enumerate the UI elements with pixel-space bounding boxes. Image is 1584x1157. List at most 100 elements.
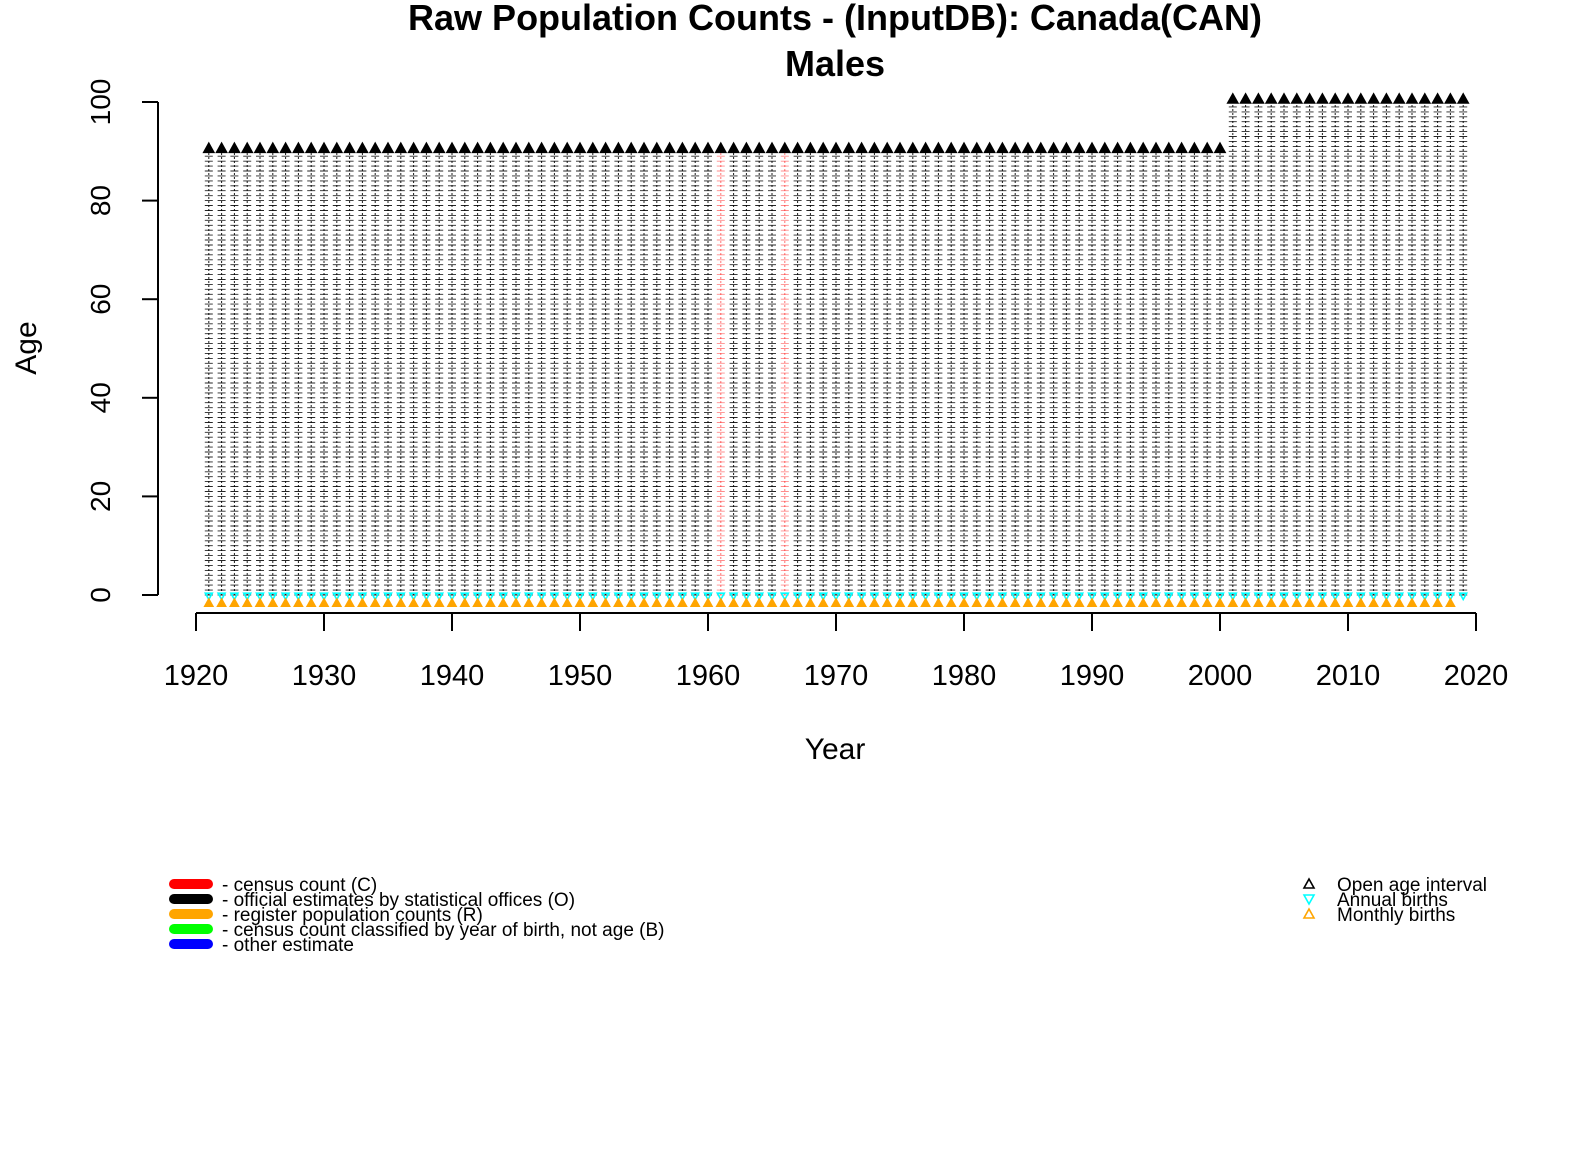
annual-births-marker-2014 <box>1394 592 1405 602</box>
year-column-1988 <box>1062 150 1071 596</box>
monthly-births-marker-1993 <box>1125 597 1136 608</box>
monthly-births-marker-1960 <box>702 597 714 608</box>
open-age-marker-1963 <box>740 141 753 154</box>
year-column-1965 <box>768 150 776 596</box>
annual-births-marker-1996 <box>1163 592 1174 602</box>
open-age-marker-1957 <box>663 141 676 154</box>
monthly-births-marker-1943 <box>485 597 496 608</box>
annual-births-marker-1962 <box>728 592 739 602</box>
annual-births-marker-1994 <box>1138 592 1149 602</box>
year-column-1947 <box>537 150 546 596</box>
annual-births-marker-1992 <box>1112 592 1123 602</box>
monthly-births-marker-2010 <box>1342 597 1354 608</box>
age-group-ticks <box>1267 101 1276 596</box>
open-age-marker-1983 <box>996 141 1009 154</box>
year-column-1994 <box>1139 150 1148 596</box>
x-tick-label-1980: 1980 <box>932 660 997 692</box>
annual-births-marker-1936 <box>395 592 406 602</box>
age-group-ticks <box>268 150 277 596</box>
monthly-births-marker-1956 <box>651 597 663 608</box>
open-age-marker-1969 <box>816 141 830 154</box>
annual-births-marker-2019 <box>1458 592 1469 602</box>
plot-markers <box>202 92 1470 608</box>
open-age-marker-1948 <box>548 141 561 154</box>
open-age-marker-1981 <box>970 141 984 154</box>
year-column-1953 <box>614 150 623 596</box>
year-column-1977 <box>921 150 930 596</box>
monthly-births-marker-1973 <box>869 597 880 608</box>
monthly-births-marker-2006 <box>1291 597 1303 608</box>
open-age-marker-1973 <box>868 141 881 154</box>
monthly-births-marker-1939 <box>433 597 445 608</box>
annual-births-marker-1943 <box>485 592 496 602</box>
annual-births-marker-1998 <box>1189 592 1200 602</box>
age-group-ticks <box>1164 150 1173 596</box>
age-group-ticks <box>1305 101 1314 596</box>
annual-births-marker-1924 <box>242 592 253 602</box>
legend-marker-1 <box>1302 894 1316 906</box>
open-age-marker-1990 <box>1085 141 1099 154</box>
year-column-1955 <box>640 150 648 596</box>
year-column-1973 <box>870 150 879 596</box>
annual-births-marker-1958 <box>677 592 688 602</box>
age-group-ticks <box>806 150 815 596</box>
age-group-ticks <box>921 150 930 596</box>
annual-births-marker-1956 <box>651 592 662 602</box>
age-group-ticks <box>1292 101 1301 596</box>
age-group-ticks <box>1331 101 1340 596</box>
open-age-marker-1996 <box>1162 141 1176 154</box>
age-group-ticks <box>857 150 866 596</box>
plot-columns <box>204 101 1468 596</box>
open-age-marker-1921 <box>202 141 216 154</box>
monthly-births-marker-2015 <box>1406 597 1418 608</box>
age-group-ticks <box>358 150 367 596</box>
annual-births-marker-1973 <box>869 592 880 602</box>
year-column-1959 <box>691 150 700 596</box>
age-group-ticks <box>217 150 226 596</box>
monthly-births-marker-1937 <box>408 597 419 608</box>
age-group-ticks <box>320 150 328 596</box>
year-column-1932 <box>345 150 354 596</box>
open-age-marker-1931 <box>330 141 344 154</box>
age-group-ticks <box>460 150 469 596</box>
annual-births-marker-1929 <box>306 592 317 602</box>
open-age-marker-1954 <box>624 141 638 154</box>
monthly-births-marker-1942 <box>472 597 483 608</box>
annual-births-marker-1972 <box>856 592 867 602</box>
x-tick-label-2000: 2000 <box>1188 660 1253 692</box>
year-column-1924 <box>243 150 252 596</box>
age-group-ticks <box>1036 150 1045 596</box>
open-age-marker-1962 <box>727 141 740 154</box>
year-column-1984 <box>1011 150 1020 596</box>
open-age-marker-1995 <box>1149 141 1163 154</box>
open-age-marker-1928 <box>292 141 305 154</box>
annual-births-marker-1981 <box>971 592 982 602</box>
open-age-marker-2009 <box>1328 92 1342 104</box>
monthly-births-marker-1967 <box>792 597 803 608</box>
monthly-births-marker-1938 <box>421 597 432 608</box>
age-group-ticks <box>729 150 738 596</box>
open-age-marker-1961 <box>714 141 728 154</box>
monthly-births-marker-1923 <box>229 597 240 608</box>
year-column-1983 <box>998 150 1007 596</box>
legend-data-types: - census count (C)- official estimates b… <box>169 875 665 956</box>
year-column-1981 <box>972 150 981 596</box>
monthly-births-marker-1955 <box>638 597 650 608</box>
year-column-1956 <box>652 150 661 596</box>
monthly-births-marker-2000 <box>1214 597 1226 608</box>
open-age-marker-1935 <box>381 141 395 154</box>
year-column-1935 <box>384 150 392 596</box>
annual-births-marker-1946 <box>523 592 534 602</box>
age-group-ticks <box>396 150 405 596</box>
year-column-1921 <box>204 150 213 596</box>
open-age-marker-1926 <box>266 141 280 154</box>
annual-births-marker-1950 <box>575 592 585 602</box>
open-age-marker-1974 <box>880 141 894 154</box>
annual-births-marker-1974 <box>882 592 893 602</box>
monthly-births-marker-1979 <box>945 597 957 608</box>
age-group-ticks <box>627 150 636 596</box>
monthly-births-marker-1932 <box>344 597 355 608</box>
year-column-1982 <box>985 150 994 596</box>
legend-label-3: - census count classified by year of bir… <box>222 920 665 941</box>
open-age-marker-2007 <box>1303 92 1316 104</box>
